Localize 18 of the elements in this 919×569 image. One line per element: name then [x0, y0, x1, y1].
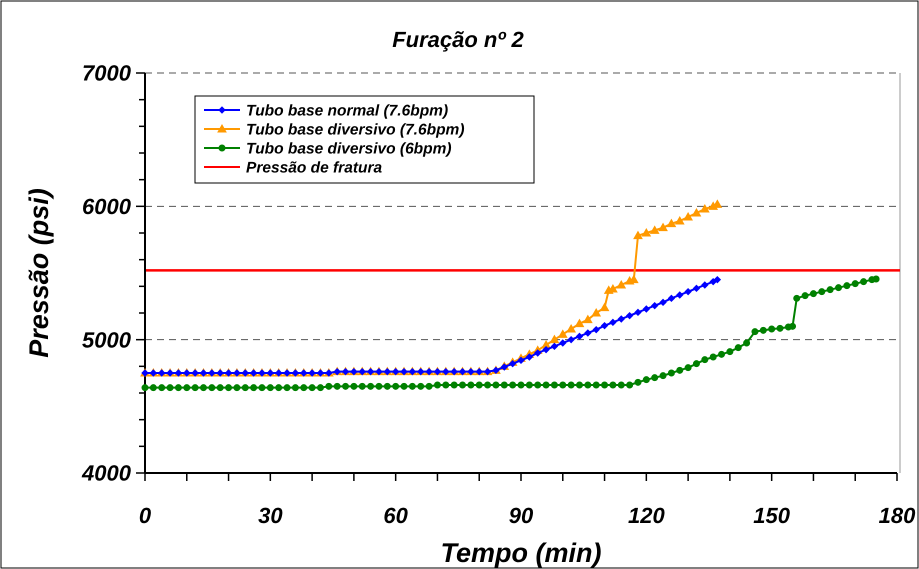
x-tick-label: 0	[138, 503, 152, 528]
y-tick-label: 6000	[82, 194, 132, 220]
chart-title: Furação nº 2	[392, 27, 525, 52]
y-tick-label: 4000	[81, 460, 132, 486]
x-axis-title: Tempo (min)	[440, 538, 602, 568]
y-tick-label: 5000	[82, 327, 132, 352]
y-tick-label: 7000	[82, 60, 132, 86]
x-tick-label: 60	[383, 503, 409, 528]
x-tick-label: 90	[508, 503, 534, 528]
legend-label: Pressão de fratura	[246, 159, 382, 176]
x-tick-label: 30	[258, 503, 284, 528]
x-tick-label: 180	[878, 503, 916, 528]
y-axis-title: Pressão (psi)	[24, 188, 54, 358]
legend-label: Tubo base diversivo (6bpm)	[246, 140, 452, 158]
legend-label: Tubo base normal (7.6bpm)	[246, 102, 448, 120]
legend-label: Tubo base diversivo (7.6bpm)	[246, 121, 464, 138]
x-tick-label: 120	[628, 503, 666, 528]
x-tick-label: 150	[753, 503, 791, 528]
